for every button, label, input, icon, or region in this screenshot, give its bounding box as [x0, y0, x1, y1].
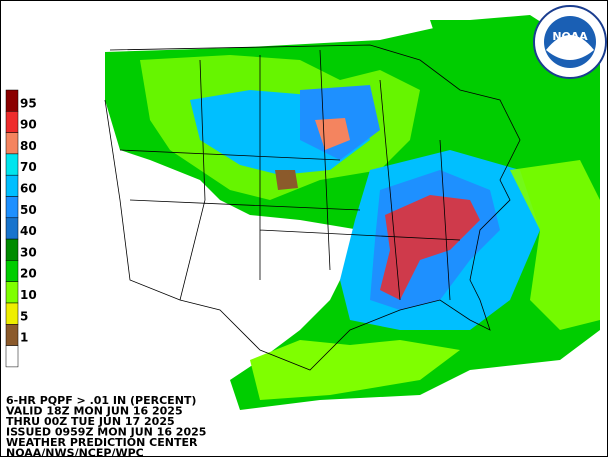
info-line: THRU 00Z TUE JUN 17 2025	[6, 415, 175, 428]
info-line: WEATHER PREDICTION CENTER	[6, 436, 198, 449]
legend-swatch	[5, 238, 19, 261]
legend-swatch	[5, 153, 19, 176]
legend-swatch	[5, 196, 19, 219]
info-line: 6-HR PQPF > .01 IN (PERCENT)	[6, 394, 196, 407]
legend: 95 90 80 70 60 50 40 30 20 10 5 1	[5, 89, 37, 368]
logo-text: NOAA	[552, 30, 588, 43]
legend-label: 20	[20, 267, 37, 281]
legend-swatch	[5, 217, 19, 240]
legend-label: 50	[20, 203, 37, 217]
legend-label: 5	[20, 309, 28, 323]
legend-label: 70	[20, 160, 37, 174]
legend-swatch	[5, 260, 19, 282]
legend-swatch	[5, 111, 19, 133]
legend-swatch	[5, 132, 19, 155]
legend-label: 40	[20, 224, 37, 238]
legend-label: 80	[20, 139, 37, 153]
legend-swatch	[5, 174, 19, 197]
legend-swatch	[5, 281, 19, 304]
legend-label: 30	[20, 245, 37, 259]
legend-swatch	[5, 345, 19, 368]
legend-label: 95	[20, 96, 37, 110]
boundaries	[104, 44, 521, 371]
info-block: 6-HR PQPF > .01 IN (PERCENT)VALID 18Z MO…	[6, 394, 206, 460]
legend-label: 60	[20, 182, 37, 196]
legend-label: 1	[20, 331, 28, 345]
info-line: ISSUED 0959Z MON JUN 16 2025	[6, 426, 206, 439]
legend-swatch	[5, 89, 19, 112]
legend-label: 90	[20, 118, 37, 132]
legend-label: 10	[20, 288, 37, 302]
legend-swatch	[5, 324, 19, 346]
precip-field	[105, 15, 600, 410]
info-line: VALID 18Z MON JUN 16 2025	[6, 405, 183, 418]
info-line: NOAA/NWS/NCEP/WPC	[6, 447, 144, 458]
noaa-logo: NOAA	[533, 5, 607, 79]
legend-swatch	[5, 302, 19, 325]
